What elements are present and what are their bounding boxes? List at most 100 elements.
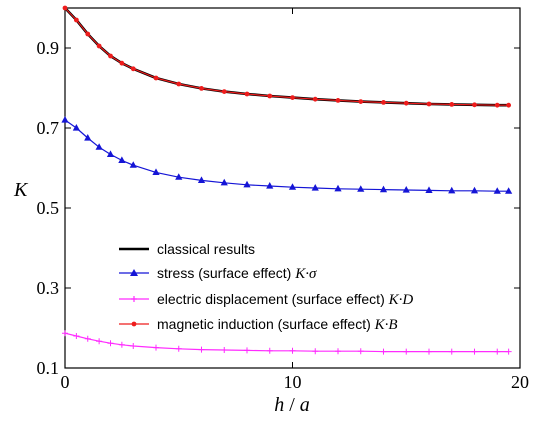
series-line-electric	[64, 332, 509, 353]
data-point-electric	[312, 348, 319, 355]
y-tick-label: 0.3	[37, 278, 60, 298]
data-point-stress	[493, 187, 501, 194]
data-point-magnetic	[267, 93, 273, 99]
data-point-stress	[266, 182, 274, 189]
data-point-stress	[118, 156, 126, 163]
data-point-stress	[357, 185, 365, 192]
series-layer	[61, 5, 513, 355]
data-point-stress	[152, 168, 160, 175]
data-point-stress	[288, 183, 297, 190]
data-point-magnetic	[494, 102, 500, 108]
legend-text-classical: classical results	[157, 241, 255, 257]
legend-item-classical: classical results	[119, 241, 255, 257]
x-axis-label-sep: /	[284, 394, 300, 416]
data-point-stress	[106, 150, 115, 157]
data-point-magnetic	[449, 102, 455, 107]
legend-marker-electric	[131, 296, 137, 302]
data-point-magnetic	[176, 81, 182, 87]
data-point-electric	[96, 338, 103, 345]
data-point-electric	[505, 348, 512, 355]
legend-sub-stress: K·σ	[294, 266, 317, 282]
data-point-magnetic	[108, 53, 113, 59]
series-line-classical	[64, 7, 509, 107]
legend-label-stress: stress (surface effect) K·σ	[157, 265, 317, 282]
series-line-stress	[64, 119, 509, 192]
data-point-electric	[107, 340, 114, 347]
legend-sub-magnetic: K·B	[374, 317, 398, 333]
data-point-electric	[118, 341, 125, 348]
data-point-electric	[73, 333, 80, 339]
legend-text-electric: electric displacement (surface effect)	[157, 291, 389, 307]
y-tick-label: 0.7	[37, 118, 60, 138]
legend-item-electric: electric displacement (surface effect) K…	[119, 291, 413, 308]
data-point-magnetic	[244, 91, 250, 97]
data-point-electric	[198, 346, 205, 353]
legend-item-magnetic: magnetic induction (surface effect) K·B	[119, 316, 398, 333]
data-point-electric	[153, 344, 159, 351]
legend-item-stress: stress (surface effect) K·σ	[119, 265, 317, 282]
data-point-electric	[175, 345, 182, 352]
data-point-magnetic	[312, 96, 318, 102]
data-point-magnetic	[62, 5, 68, 11]
data-point-stress	[505, 187, 513, 194]
y-tick-label: 0.9	[37, 38, 60, 58]
data-point-magnetic	[290, 95, 295, 100]
legend-text-magnetic: magnetic induction (surface effect)	[157, 316, 375, 332]
y-tick-label: 0.1	[37, 358, 60, 378]
data-point-stress	[95, 143, 103, 150]
data-point-magnetic	[506, 102, 512, 108]
series-electric	[62, 330, 512, 355]
data-point-electric	[244, 347, 250, 354]
y-tick-label: 0.5	[37, 198, 60, 218]
data-point-electric	[289, 347, 296, 354]
data-point-magnetic	[199, 86, 204, 91]
data-point-stress	[379, 185, 388, 193]
data-point-magnetic	[472, 102, 477, 108]
data-point-magnetic	[153, 75, 159, 81]
legend: classical results stress (surface effect…	[119, 241, 413, 333]
y-axis-label: K	[13, 179, 29, 201]
x-axis-label: h / a	[274, 394, 310, 416]
series-stress	[61, 116, 513, 194]
data-point-stress	[402, 186, 410, 193]
data-point-magnetic	[426, 101, 432, 107]
data-point-stress	[334, 184, 342, 192]
data-point-magnetic	[73, 17, 79, 23]
series-magnetic	[62, 5, 512, 108]
data-point-magnetic	[221, 89, 227, 94]
data-point-electric	[357, 348, 364, 355]
data-point-stress	[220, 178, 228, 186]
data-point-stress	[425, 186, 433, 193]
series-line-magnetic	[64, 7, 509, 106]
data-point-electric	[380, 348, 387, 355]
data-point-electric	[84, 335, 91, 342]
data-point-stress	[448, 186, 456, 194]
data-point-stress	[84, 134, 92, 141]
data-point-stress	[470, 186, 479, 194]
x-axis-label-denom: a	[300, 394, 310, 416]
data-point-stress	[175, 173, 183, 180]
data-point-stress	[311, 184, 319, 191]
data-point-magnetic	[85, 31, 91, 37]
data-point-electric	[266, 347, 273, 354]
data-point-electric	[130, 343, 137, 349]
data-point-stress	[72, 124, 80, 131]
legend-marker-stress	[130, 269, 138, 276]
x-tick-label: 20	[511, 372, 529, 392]
x-axis-label-main: h	[274, 394, 284, 416]
data-point-electric	[426, 348, 432, 355]
data-point-electric	[221, 347, 228, 353]
data-point-stress	[243, 180, 251, 188]
data-point-electric	[448, 348, 455, 355]
x-tick-label: 0	[61, 372, 70, 392]
data-point-electric	[335, 348, 341, 355]
axis-ticks: 0 10 20 0.1 0.3 0.5 0.7 0.9	[37, 8, 529, 392]
data-point-magnetic	[335, 98, 341, 103]
legend-sub-electric: K·D	[388, 292, 414, 308]
data-point-stress	[61, 116, 69, 123]
legend-text-stress: stress (surface effect)	[157, 265, 295, 281]
data-point-electric	[62, 330, 68, 337]
x-tick-label: 10	[284, 372, 302, 392]
legend-label-magnetic: magnetic induction (surface effect) K·B	[157, 316, 398, 333]
